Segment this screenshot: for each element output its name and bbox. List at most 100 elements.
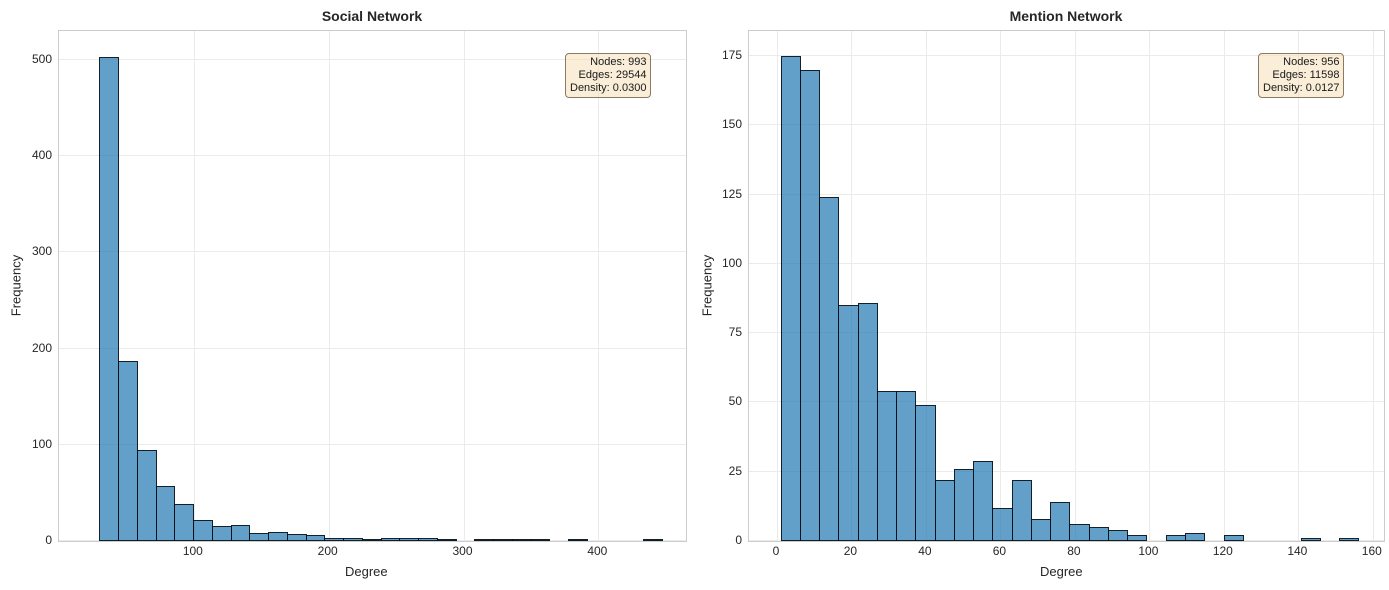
x-tick-label: 100	[1138, 544, 1159, 558]
x-tick-label: 80	[1067, 544, 1081, 558]
stats-nodes: Nodes: 993	[590, 56, 647, 68]
histogram-bar	[1030, 518, 1052, 541]
histogram-bar	[568, 539, 588, 541]
histogram-bar	[399, 538, 420, 541]
y-tick-label: 25	[728, 463, 742, 478]
x-tick-label: 60	[992, 544, 1007, 558]
x-tick-label: 300	[452, 544, 473, 558]
gridline-vertical	[463, 31, 465, 541]
gridline-vertical	[1000, 31, 1002, 541]
x-tick-label: 20	[843, 544, 858, 558]
gridline-vertical	[193, 31, 195, 541]
stats-density: Density: 0.0300	[570, 82, 647, 94]
histogram-bar	[838, 305, 859, 541]
histogram-bar	[1300, 538, 1321, 541]
histogram-bar	[99, 56, 120, 541]
gridline-horizontal	[749, 401, 1384, 403]
histogram-bar	[1185, 532, 1206, 541]
gridline-horizontal	[59, 155, 686, 157]
y-tick-label: 50	[728, 394, 742, 409]
histogram-bar	[155, 486, 176, 541]
histogram-bar	[1050, 502, 1071, 541]
social-network-panel: Social Network Degree Frequency Nodes: 9…	[9, 8, 687, 579]
stats-nodes: Nodes: 956	[1283, 56, 1340, 68]
gridline-horizontal	[59, 251, 686, 253]
gridline-vertical	[328, 31, 330, 541]
histogram-bar	[230, 524, 251, 541]
histogram-bar	[1223, 535, 1244, 541]
x-tick-label: 100	[182, 544, 203, 558]
histogram-bar	[799, 69, 821, 541]
histogram-bar	[136, 449, 157, 541]
x-axis-label: Degree	[345, 564, 388, 579]
histogram-bar	[511, 539, 532, 541]
x-tick-label: 0	[772, 544, 780, 558]
gridline-horizontal	[59, 443, 686, 445]
stats-density: Density: 0.0127	[1263, 82, 1340, 94]
gridline-vertical	[598, 31, 600, 541]
gridline-horizontal	[749, 124, 1384, 126]
histogram-bar	[934, 480, 955, 541]
x-tick-label: 120	[1212, 544, 1233, 558]
histogram-bar	[193, 519, 213, 541]
y-tick-label: 0	[45, 533, 52, 547]
chart-title: Social Network	[321, 8, 423, 24]
x-tick-label: 400	[587, 544, 608, 558]
gridline-vertical	[851, 31, 853, 541]
stats-box: Nodes: 993 Edges: 29544 Density: 0.0300	[565, 53, 652, 98]
histogram-bar	[249, 533, 270, 541]
gridline-horizontal	[749, 332, 1384, 334]
histogram-bar	[118, 361, 138, 541]
histogram-bar	[474, 539, 495, 541]
histogram-bar	[992, 507, 1013, 541]
x-axis-label: Degree	[1040, 564, 1083, 579]
y-tick-label: 75	[728, 325, 742, 340]
histogram-bar	[305, 535, 326, 541]
histogram-bar	[211, 525, 232, 541]
histogram-bar	[286, 534, 307, 541]
histogram-bar	[1088, 527, 1109, 541]
histogram-bar	[857, 302, 878, 541]
plot-area	[58, 30, 687, 542]
x-tick-label: 200	[317, 544, 338, 558]
y-tick-label: 125	[721, 186, 742, 201]
histogram-bar	[1069, 524, 1090, 541]
gridline-horizontal	[749, 470, 1384, 472]
stats-edges: Edges: 11598	[1272, 69, 1340, 81]
histogram-bar	[530, 539, 551, 541]
histogram-bar	[436, 539, 457, 541]
chart-title: Mention Network	[1009, 8, 1123, 24]
y-tick-label: 400	[31, 148, 52, 163]
histogram-bar	[324, 538, 345, 541]
gridline-horizontal	[749, 262, 1384, 264]
histogram-bar	[819, 197, 840, 541]
histogram-bar	[380, 538, 401, 541]
histogram-bar	[1107, 529, 1129, 541]
x-tick-label: 40	[918, 544, 932, 558]
histogram-bar	[418, 538, 438, 541]
y-tick-label: 150	[721, 117, 742, 132]
histogram-bar	[780, 55, 801, 541]
histogram-bar	[361, 539, 382, 541]
gridline-horizontal	[59, 58, 686, 60]
y-tick-label: 300	[31, 244, 52, 259]
x-tick-label: 160	[1361, 544, 1382, 558]
gridline-horizontal	[749, 54, 1384, 56]
histogram-bar	[896, 391, 917, 541]
gridline-vertical	[1223, 31, 1225, 541]
histogram-bar	[953, 468, 975, 541]
y-tick-label: 100	[721, 255, 742, 270]
y-tick-label: 200	[31, 340, 52, 355]
y-tick-label: 100	[31, 436, 52, 451]
y-tick-label: 0	[735, 533, 742, 547]
histogram-bar	[642, 539, 663, 541]
histogram-bar	[876, 391, 898, 541]
gridline-vertical	[776, 31, 778, 541]
y-tick-label: 500	[31, 51, 52, 66]
gridline-vertical	[1149, 31, 1151, 541]
gridline-vertical	[1372, 31, 1374, 541]
gridline-horizontal	[59, 347, 686, 349]
gridline-vertical	[1074, 31, 1076, 541]
plot-area	[748, 30, 1385, 542]
gridline-vertical	[925, 31, 927, 541]
